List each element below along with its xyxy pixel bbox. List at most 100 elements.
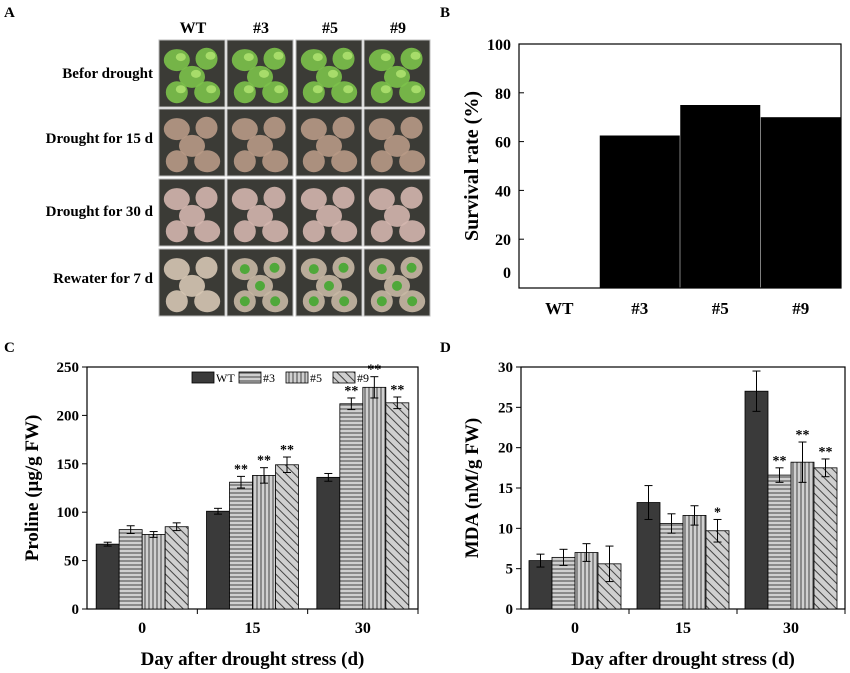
photo-col-header: #3 <box>253 20 269 37</box>
proline-chart: 0 50 100 150 200 250 0 ** ** ** 15 ** ** ** 30 Day afte… <box>22 360 418 670</box>
plant-blob <box>333 187 355 209</box>
bar <box>363 387 386 609</box>
plant-blob <box>166 81 188 103</box>
leaf-highlight <box>411 52 421 60</box>
plant-green-shoot <box>270 263 280 273</box>
significance-mark: ** <box>796 428 810 443</box>
bar <box>683 515 706 609</box>
significance-mark: ** <box>390 383 404 398</box>
significance-mark: ** <box>257 454 271 469</box>
plant-blob <box>333 117 355 139</box>
legend-label: WT <box>216 371 235 385</box>
plant-green-shoot <box>339 296 349 306</box>
plant-green-shoot <box>309 296 319 306</box>
y-tick-label: 25 <box>498 400 513 416</box>
legend-label: #3 <box>263 371 275 385</box>
significance-mark: ** <box>367 363 381 378</box>
x-tick-label: 15 <box>245 620 261 637</box>
bar <box>207 511 230 609</box>
y-tick-label: 80 <box>495 86 511 103</box>
y-tick-label: 250 <box>57 360 80 376</box>
y-tick-label: 5 <box>506 562 514 578</box>
leaf-highlight <box>313 53 323 61</box>
plant-blob <box>196 48 218 70</box>
y-tick-label: 0 <box>506 602 514 618</box>
plant-blob <box>303 150 325 172</box>
plant-blob <box>264 48 286 70</box>
mda-chart: 0510152025300*15******30Day after drough… <box>462 360 845 670</box>
plant-blob <box>303 81 325 103</box>
plant-green-shoot <box>240 264 250 274</box>
plant-blob <box>196 117 218 139</box>
plant-blob <box>399 81 425 103</box>
y-axis-label: Survival rate (%) <box>461 91 483 241</box>
legend-swatch <box>239 372 261 383</box>
bar <box>745 391 768 609</box>
y-tick-label: 200 <box>57 408 80 424</box>
leaf-highlight <box>259 70 269 78</box>
x-tick-label: #9 <box>792 299 809 318</box>
x-tick-label: #5 <box>712 299 729 318</box>
bar <box>660 523 683 609</box>
y-tick-label: 0 <box>72 602 80 618</box>
panel-label-c: C <box>4 340 15 356</box>
bar <box>317 477 340 609</box>
bar <box>386 403 409 609</box>
plant-green-shoot <box>392 281 402 291</box>
bar <box>529 561 552 609</box>
y-tick-label: 20 <box>495 232 511 249</box>
plant-blob <box>331 220 357 242</box>
legend-label: #9 <box>357 371 369 385</box>
plant-blob <box>333 48 355 70</box>
leaf-highlight <box>206 85 216 93</box>
significance-mark: ** <box>773 454 787 469</box>
significance-mark: ** <box>234 462 248 477</box>
leaf-highlight <box>328 70 338 78</box>
plant-blob <box>262 220 288 242</box>
plant-blob <box>264 117 286 139</box>
photo-row-label: Drought for 15 d <box>46 131 154 147</box>
bar <box>165 527 188 609</box>
plant-blob <box>399 220 425 242</box>
x-tick-label: WT <box>545 299 574 318</box>
plant-blob <box>371 81 393 103</box>
y-tick-label: 150 <box>57 457 80 473</box>
panel-label-d: D <box>440 340 451 356</box>
plant-green-shoot <box>407 263 417 273</box>
x-tick-label: 30 <box>355 620 371 637</box>
plant-blob <box>194 81 220 103</box>
plant-blob <box>194 150 220 172</box>
plant-blob <box>196 257 218 279</box>
plant-blob <box>331 81 357 103</box>
plant-green-shoot <box>407 296 417 306</box>
legend-label: #5 <box>310 371 322 385</box>
photo-row-label: Rewater for 7 d <box>53 271 153 287</box>
x-tick-label: 0 <box>138 620 146 637</box>
x-axis-label: Day after drought stress (d) <box>571 649 795 670</box>
leaf-highlight <box>313 85 323 93</box>
bar <box>253 475 276 609</box>
leaf-highlight <box>396 70 406 78</box>
y-axis-label: MDA (nM/g FW) <box>462 418 483 558</box>
plant-green-shoot <box>270 296 280 306</box>
plant-blob <box>401 117 423 139</box>
bar <box>96 544 119 609</box>
bar <box>119 530 142 609</box>
significance-mark: ** <box>280 443 294 458</box>
plant-blob <box>166 150 188 172</box>
bar <box>340 404 363 609</box>
plant-blob <box>196 187 218 209</box>
legend-swatch <box>286 372 308 383</box>
y-tick-label: 20 <box>498 441 513 457</box>
legend: WT #3 #5 #9 <box>192 371 369 385</box>
y-tick-label: 100 <box>487 37 511 54</box>
survival-rate-chart: 020406080100WT #3 #5 #9Survival rate (%) <box>461 37 841 318</box>
plant-blob <box>303 220 325 242</box>
bar <box>814 468 837 609</box>
x-tick-label: 30 <box>783 620 799 637</box>
leaf-highlight <box>381 85 391 93</box>
photo-row-label: Befor drought <box>62 66 153 82</box>
y-tick-label: 10 <box>498 521 513 537</box>
y-tick-label: 50 <box>64 554 79 570</box>
y-tick-label: 60 <box>495 135 511 152</box>
